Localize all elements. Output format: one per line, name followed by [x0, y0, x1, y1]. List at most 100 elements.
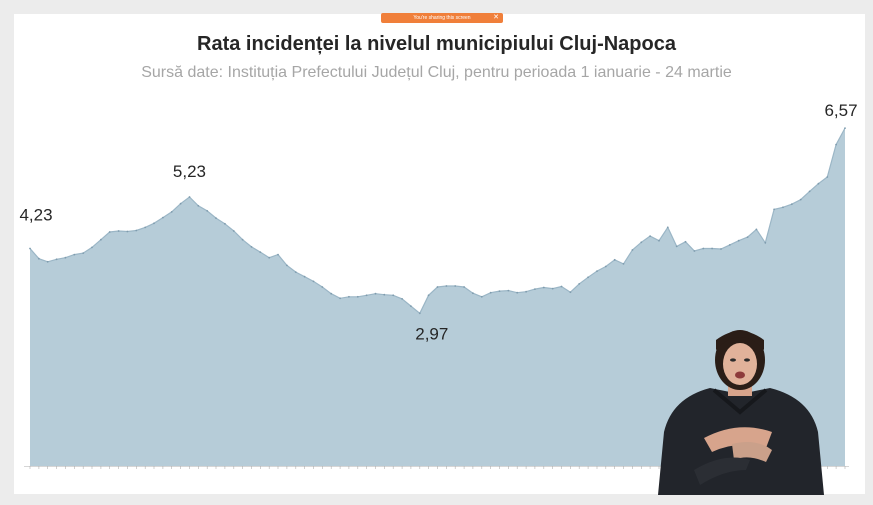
data-point — [693, 250, 696, 252]
annotation-label: 6,57 — [824, 101, 857, 120]
data-point — [480, 295, 483, 298]
data-point — [383, 293, 386, 296]
data-point — [232, 230, 235, 232]
data-point — [702, 247, 705, 250]
data-point — [206, 210, 209, 212]
data-point — [649, 235, 651, 238]
data-point — [675, 245, 678, 248]
data-point — [401, 298, 403, 300]
data-point — [144, 226, 147, 229]
data-point — [100, 238, 102, 241]
data-point — [170, 211, 173, 213]
data-point — [197, 204, 200, 207]
data-point — [162, 216, 164, 219]
screen-share-text: You're sharing this screen — [413, 15, 471, 21]
data-point — [711, 247, 713, 250]
data-point — [560, 285, 563, 288]
data-point — [38, 257, 40, 260]
data-point — [268, 256, 271, 259]
chart-subtitle: Sursă date: Instituția Prefectului Județ… — [141, 64, 732, 81]
data-point — [826, 176, 829, 178]
data-point — [374, 292, 377, 295]
sign-language-interpreter-image — [658, 330, 824, 495]
data-point — [489, 291, 492, 294]
data-point — [684, 240, 687, 243]
data-point — [799, 198, 802, 201]
annotation-label: 2,97 — [415, 324, 448, 343]
data-point — [596, 270, 598, 272]
data-point — [551, 287, 554, 290]
data-point — [64, 256, 67, 259]
data-point — [844, 127, 846, 129]
data-point — [728, 244, 731, 246]
annotation-label: 4,23 — [19, 205, 52, 224]
data-point — [135, 229, 138, 232]
data-point — [126, 230, 129, 233]
data-point — [73, 253, 76, 256]
data-point — [790, 203, 793, 206]
data-point — [436, 286, 439, 288]
incidence-area — [30, 128, 845, 466]
data-point — [835, 143, 837, 146]
data-point — [215, 217, 217, 220]
data-point — [542, 286, 545, 289]
data-point — [640, 241, 643, 244]
data-point — [294, 271, 297, 273]
screen-share-notification[interactable]: You're sharing this screen ✕ — [381, 13, 503, 23]
data-point — [631, 249, 634, 251]
close-icon[interactable]: ✕ — [493, 14, 499, 21]
data-point — [720, 248, 722, 250]
data-point — [392, 294, 395, 297]
data-point — [534, 288, 536, 290]
data-point — [622, 263, 625, 265]
data-point — [507, 289, 510, 292]
data-point — [46, 260, 49, 263]
data-point — [241, 238, 244, 241]
data-point — [454, 285, 457, 287]
annotation-label: 5,23 — [173, 162, 206, 181]
data-point — [179, 202, 182, 205]
data-point — [773, 208, 775, 211]
data-point — [29, 247, 31, 250]
data-point — [587, 276, 589, 279]
data-point — [259, 251, 262, 254]
data-point — [472, 292, 474, 295]
data-point — [498, 290, 501, 292]
data-point — [250, 246, 253, 248]
data-point — [188, 196, 191, 198]
data-point — [286, 264, 288, 267]
chart-title: Rata incidenței la nivelul municipiului … — [197, 33, 676, 55]
data-point — [782, 206, 784, 209]
data-point — [613, 258, 616, 261]
data-point — [108, 231, 111, 233]
data-point — [427, 294, 430, 297]
data-point — [658, 239, 660, 242]
data-point — [764, 241, 767, 244]
data-point — [666, 226, 669, 229]
data-point — [339, 297, 341, 300]
data-point — [55, 258, 58, 261]
data-point — [516, 291, 519, 294]
data-point — [410, 305, 412, 307]
data-point — [82, 252, 85, 255]
data-point — [153, 222, 155, 225]
data-point — [365, 294, 368, 297]
data-point — [817, 182, 820, 185]
data-point — [746, 236, 749, 239]
data-point — [755, 228, 758, 231]
data-point — [525, 290, 527, 293]
data-point — [224, 222, 226, 225]
data-point — [330, 292, 333, 295]
data-point — [312, 280, 315, 283]
data-point — [356, 295, 359, 298]
data-point — [277, 253, 279, 256]
data-point — [418, 312, 421, 315]
data-point — [321, 286, 324, 288]
data-point — [91, 246, 93, 249]
data-point — [737, 239, 740, 242]
data-point — [604, 265, 607, 268]
data-point — [445, 285, 448, 287]
data-point — [303, 275, 306, 278]
data-point — [348, 295, 350, 298]
data-point — [578, 283, 581, 285]
